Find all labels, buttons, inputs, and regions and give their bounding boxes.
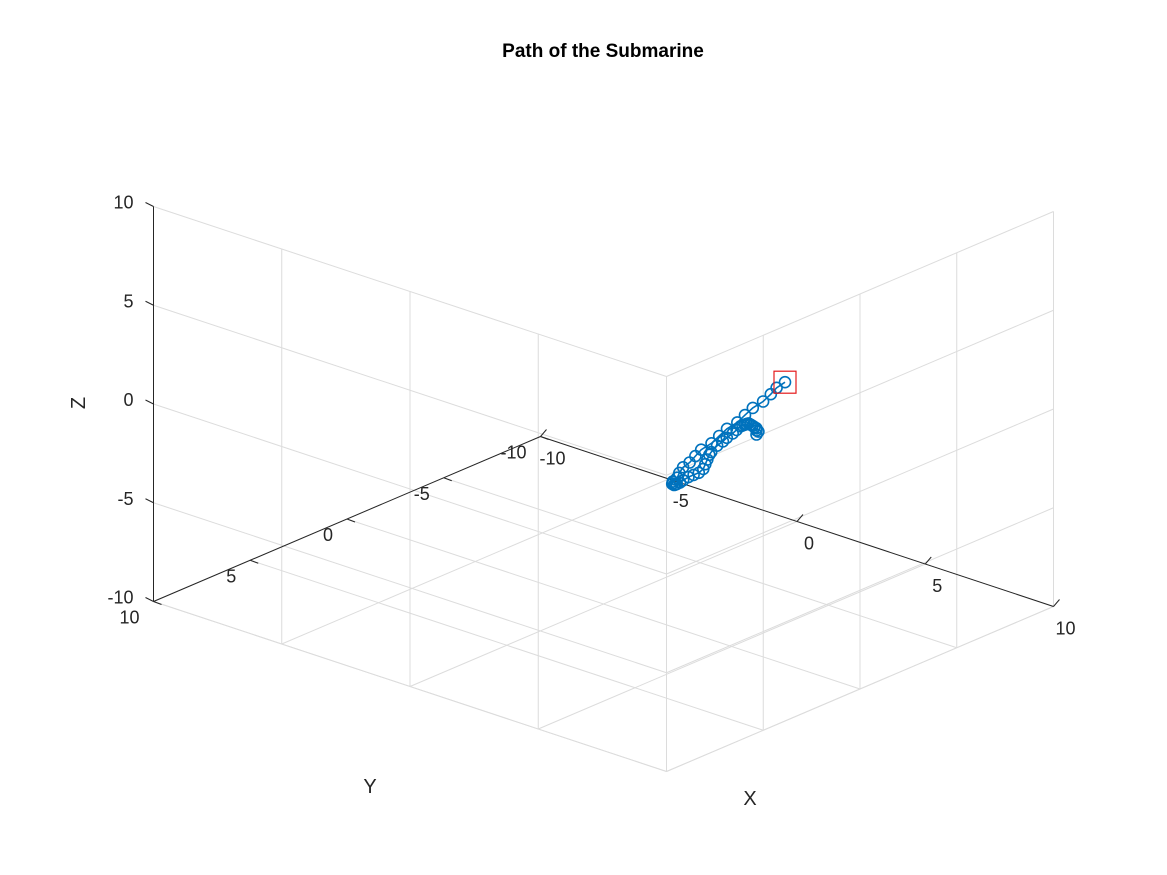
data-layer — [665, 370, 797, 492]
x-tick-mark — [796, 514, 804, 522]
x-tick-label: -5 — [673, 491, 689, 511]
grid-line-z-back — [153, 304, 667, 476]
x-axis-label: X — [743, 788, 756, 810]
z-tick-mark — [145, 498, 154, 504]
data-point — [734, 419, 747, 433]
y-tick-label: -10 — [500, 443, 526, 463]
grid-line-z-back — [153, 502, 667, 674]
grid-line-z-side — [666, 309, 1054, 476]
data-point — [712, 429, 726, 443]
x-tick-mark — [924, 556, 932, 565]
x-tick-label: 0 — [804, 534, 814, 554]
grid-line-z-side — [666, 606, 1054, 772]
grid-line-z-side — [666, 211, 1054, 377]
data-point — [756, 395, 770, 408]
y-tick-label: 5 — [226, 566, 236, 586]
z-tick-label: 10 — [113, 193, 133, 213]
z-tick-label: -5 — [117, 489, 133, 509]
grid-line-z-side — [666, 507, 1054, 674]
grid-line-z-back — [153, 601, 667, 772]
data-point — [746, 401, 760, 415]
x-tick-mark — [540, 429, 547, 437]
grid-line-y-floor — [346, 518, 861, 690]
y-tick-label: -5 — [414, 484, 430, 504]
data-point — [738, 408, 752, 422]
x-tick-label: -10 — [539, 449, 565, 469]
grid-line-y-floor — [250, 559, 764, 731]
chart-title: Path of the Submarine — [502, 41, 704, 62]
z-tick-label: -10 — [107, 588, 133, 608]
y-tick-mark — [443, 477, 452, 482]
z-tick-label: 0 — [123, 390, 133, 410]
y-tick-mark — [250, 559, 259, 564]
y-tick-mark — [540, 436, 549, 440]
y-axis-label: Y — [363, 776, 376, 798]
z-tick-label: 5 — [123, 291, 133, 311]
data-point — [694, 443, 708, 457]
y-tick-label: 10 — [119, 608, 139, 628]
z-axis-label: Z — [68, 397, 90, 409]
data-point — [730, 423, 743, 437]
x-tick-label: 5 — [932, 576, 942, 596]
data-point — [720, 431, 734, 445]
grid-line-y-floor — [443, 477, 957, 649]
data-point — [778, 375, 792, 389]
y-tick-label: 0 — [323, 525, 333, 545]
x-tick-label: 10 — [1055, 619, 1075, 639]
grid-line-z-side — [666, 408, 1054, 575]
y-tick-mark — [153, 601, 162, 605]
z-tick-mark — [145, 597, 154, 602]
grid-line-z-back — [153, 206, 667, 377]
y-tick-mark — [346, 518, 356, 523]
end-point-marker — [773, 370, 797, 394]
data-point — [730, 416, 744, 429]
z-tick-mark — [145, 202, 154, 207]
grid-line-z-back — [153, 403, 667, 575]
data-point — [720, 422, 734, 436]
z-tick-mark — [145, 300, 154, 306]
data-point — [705, 436, 718, 450]
z-tick-mark — [145, 399, 154, 405]
x-tick-mark — [1053, 599, 1060, 607]
